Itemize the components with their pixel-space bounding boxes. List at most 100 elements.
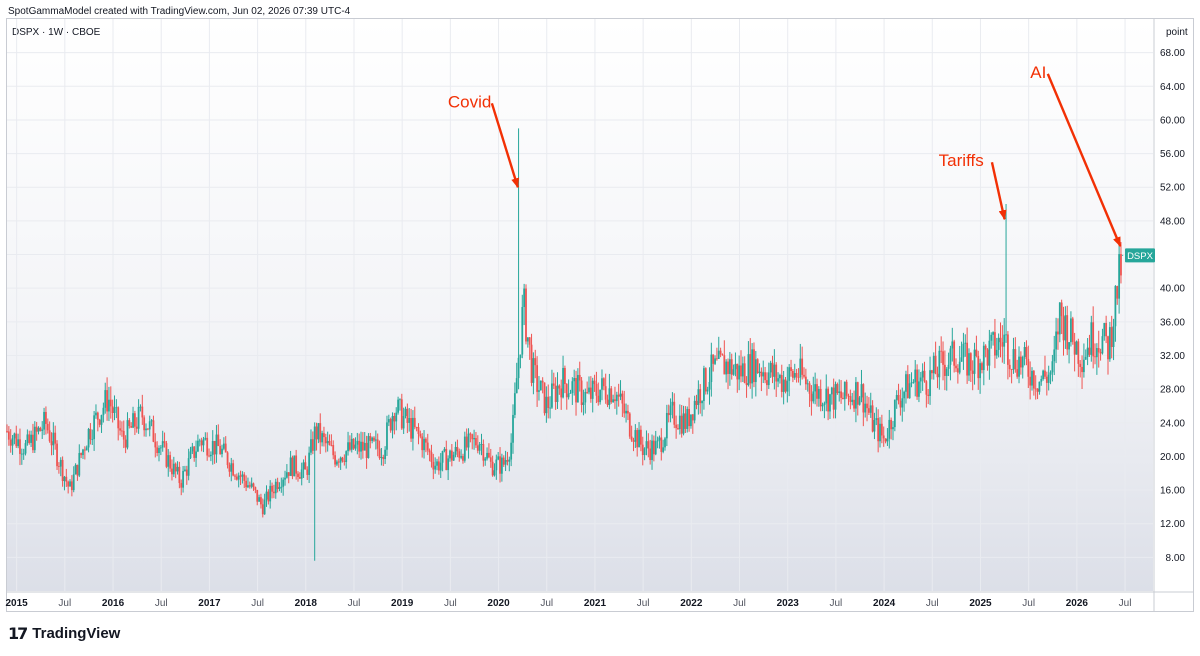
candle-body — [369, 436, 372, 441]
candle-body — [510, 442, 513, 460]
candle-body — [1014, 349, 1017, 370]
candle-body — [819, 388, 822, 407]
symbol-label[interactable]: DSPX · 1W · CBOE — [12, 27, 101, 38]
candle-body — [141, 406, 144, 418]
candle-body — [228, 465, 231, 472]
candle-body — [113, 407, 116, 413]
candle-body — [248, 485, 251, 487]
candle-body — [93, 415, 96, 440]
candle-body — [862, 384, 865, 413]
candle-body — [662, 447, 665, 452]
x-tick-label: Jul — [58, 598, 71, 609]
candle-body — [185, 469, 188, 476]
candle-body — [660, 437, 663, 452]
candle-body — [675, 424, 678, 429]
candle-body — [526, 337, 529, 342]
candle-body — [762, 372, 765, 377]
candle-body — [691, 414, 694, 421]
candle-body — [276, 481, 279, 490]
candle-body — [1040, 379, 1043, 382]
candle-body — [300, 469, 303, 479]
candle-body — [589, 387, 592, 399]
candle-body — [152, 420, 155, 442]
candle-body — [771, 362, 774, 377]
candle-body — [482, 444, 485, 461]
candle-body — [258, 497, 260, 502]
candle-body — [339, 457, 342, 463]
candle-body — [530, 344, 533, 383]
candle-body — [636, 430, 639, 448]
candle-body — [890, 419, 893, 430]
candle-body — [958, 361, 961, 373]
candle-body — [578, 374, 581, 381]
candle-body — [419, 434, 422, 437]
candle-body — [352, 438, 355, 449]
candle-body — [1049, 372, 1052, 375]
candle-body — [925, 381, 928, 395]
candle-body — [795, 373, 798, 378]
candle-body — [821, 404, 824, 407]
candle-body — [1101, 336, 1104, 354]
y-tick-label: 68.00 — [1160, 48, 1185, 59]
candle-body — [132, 413, 134, 428]
candle-body — [24, 443, 27, 454]
candle-body — [315, 426, 318, 440]
candle-body — [7, 431, 10, 440]
x-tick-label: Jul — [348, 598, 361, 609]
price-axis-unit[interactable]: point — [1166, 27, 1188, 38]
candle-body — [295, 455, 298, 474]
candle-body — [606, 399, 609, 405]
candle-body — [297, 473, 299, 478]
candle-body — [536, 365, 539, 392]
candle-body — [500, 457, 503, 474]
candle-body — [356, 440, 359, 445]
candle-body — [161, 441, 164, 448]
candle-body — [63, 476, 66, 482]
candle-body — [686, 408, 689, 429]
candle-body — [880, 423, 883, 436]
candle-body — [291, 457, 294, 477]
candle-body — [389, 419, 392, 431]
candle-body — [843, 381, 846, 400]
last-price-symbol: DSPX — [1127, 251, 1154, 262]
candle-body — [515, 378, 518, 394]
candle-body — [586, 391, 589, 393]
x-tick-label: 2017 — [198, 598, 221, 609]
candle-body — [247, 485, 249, 488]
candle-body — [602, 378, 605, 387]
candle-body — [701, 401, 703, 404]
plot-area[interactable] — [7, 19, 1153, 591]
tradingview-logo[interactable]: 17 TradingView — [8, 624, 120, 643]
candle-body — [400, 399, 403, 429]
candle-body — [951, 341, 954, 349]
candle-body — [834, 384, 837, 410]
candle-body — [610, 388, 613, 403]
candle-body — [302, 462, 305, 470]
candle-body — [764, 372, 766, 381]
candle-body — [415, 427, 418, 428]
candle-body — [640, 429, 642, 445]
candle-body — [614, 399, 616, 402]
candle-body — [1031, 370, 1033, 386]
candle-body — [558, 385, 561, 389]
candle-body — [1097, 348, 1100, 353]
x-tick-label: Jul — [637, 598, 650, 609]
candle-body — [1079, 363, 1082, 367]
tradingview-logo-text: TradingView — [32, 625, 121, 642]
candle-body — [673, 401, 676, 425]
candle-body — [176, 466, 179, 472]
candle-body — [910, 382, 913, 384]
x-tick-label: 2018 — [295, 598, 318, 609]
candle-body — [269, 485, 272, 502]
candle-body — [317, 423, 320, 440]
candle-body — [654, 441, 657, 455]
candle-body — [838, 391, 841, 394]
candle-body — [695, 400, 698, 405]
candle-body — [749, 354, 752, 384]
candle-body — [424, 438, 427, 443]
candle-body — [96, 412, 99, 420]
candle-body — [209, 454, 212, 457]
x-tick-label: 2019 — [391, 598, 414, 609]
candle-body — [734, 363, 737, 370]
